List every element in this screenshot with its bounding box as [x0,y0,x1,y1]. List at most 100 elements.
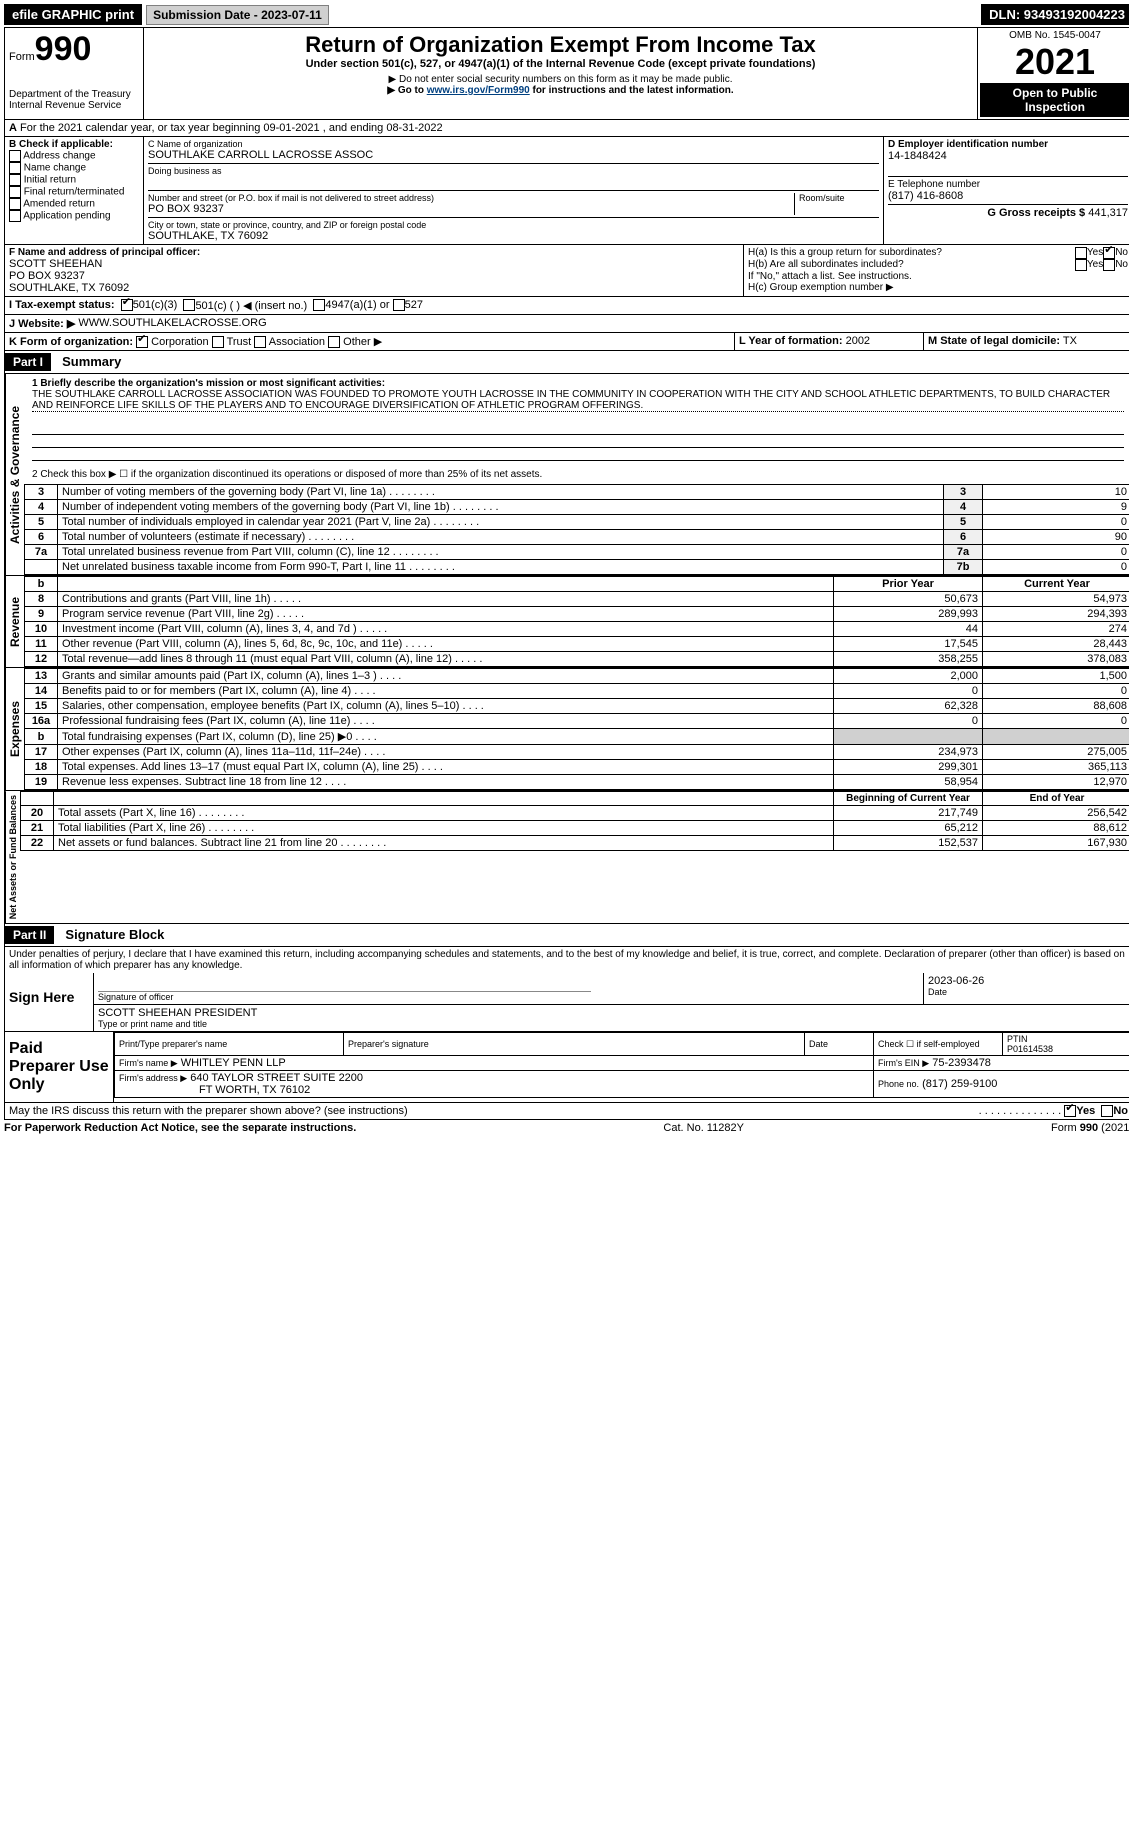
table-row: 13Grants and similar amounts paid (Part … [25,669,1129,684]
header-right: OMB No. 1545-0047 2021 Open to Public In… [977,28,1129,119]
goto-link[interactable]: ▶ Go to www.irs.gov/Form990 for instruct… [148,85,973,96]
cat-no: Cat. No. 11282Y [663,1122,744,1134]
table-row: bTotal fundraising expenses (Part IX, co… [25,729,1129,745]
tax-year: 2021 [980,41,1129,83]
net-table: Beginning of Current YearEnd of Year 20T… [20,791,1129,851]
table-row: 14Benefits paid to or for members (Part … [25,684,1129,699]
table-row: 6Total number of volunteers (estimate if… [25,530,1129,545]
paid-preparer-block: Paid Preparer Use Only Print/Type prepar… [4,1032,1129,1103]
part-i-title: Summary [54,354,121,369]
firm-ein-label: Firm's EIN ▶ [878,1058,929,1068]
table-row: 15Salaries, other compensation, employee… [25,699,1129,714]
officer-name: SCOTT SHEEHAN [9,258,739,270]
chk-527[interactable] [393,299,405,311]
entity-block: B Check if applicable: Address change Na… [4,137,1129,245]
omb-number: OMB No. 1545-0047 [980,30,1129,41]
firm-city: FT WORTH, TX 76102 [119,1084,310,1096]
box-l: L Year of formation: 2002 [735,333,924,350]
city-label: City or town, state or province, country… [148,220,879,230]
mission-text: THE SOUTHLAKE CARROLL LACROSSE ASSOCIATI… [32,389,1124,412]
phone-label: Phone no. [878,1079,919,1089]
officer-addr: PO BOX 93237 [9,270,739,282]
table-row: 16aProfessional fundraising fees (Part I… [25,714,1129,729]
part-i-header: Part I Summary [4,351,1129,374]
top-bar: efile GRAPHIC print Submission Date - 20… [4,4,1129,25]
submission-date-button[interactable]: Submission Date - 2023-07-11 [146,5,329,25]
website-value: WWW.SOUTHLAKELACROSSE.ORG [78,317,266,330]
table-row: Net unrelated business taxable income fr… [25,560,1129,575]
g-label: G Gross receipts $ [987,207,1085,219]
part-i-body: Activities & Governance 1 Briefly descri… [4,374,1129,576]
table-row: 18Total expenses. Add lines 13–17 (must … [25,760,1129,775]
part-ii-title: Signature Block [57,927,164,942]
sign-here-label: Sign Here [5,973,94,1031]
box-deg: D Employer identification number 14-1848… [883,137,1129,244]
fh-row: F Name and address of principal officer:… [4,245,1129,297]
chk-name: Name change [9,162,139,174]
irs-label: Internal Revenue Service [9,100,139,111]
table-row: 22Net assets or fund balances. Subtract … [21,836,1129,851]
line1-label: 1 Briefly describe the organization's mi… [32,378,1124,389]
sign-here-block: Sign Here Signature of officer 2023-06-2… [4,973,1129,1032]
discuss-row: May the IRS discuss this return with the… [4,1103,1129,1120]
period-text: For the 2021 calendar year, or tax year … [20,122,443,134]
box-h: H(a) Is this a group return for subordin… [744,245,1129,296]
dept-label: Department of the Treasury [9,89,139,100]
vlabel-expenses: Expenses [5,668,24,790]
dln-label: DLN: 93493192004223 [981,4,1129,25]
paperwork-notice: For Paperwork Reduction Act Notice, see … [4,1122,356,1134]
form-title: Return of Organization Exempt From Incom… [148,32,973,58]
revenue-section: Revenue bPrior YearCurrent Year 8Contrib… [4,576,1129,668]
k-label: K Form of organization: [9,336,133,348]
table-row: 3Number of voting members of the governi… [25,485,1129,500]
check-self: Check ☐ if self-employed [874,1033,1003,1056]
chk-501c[interactable] [183,299,195,311]
header-center: Return of Organization Exempt From Incom… [144,28,977,119]
org-city: SOUTHLAKE, TX 76092 [148,230,879,242]
chk-501c3[interactable] [121,299,133,311]
governance-table: 3Number of voting members of the governi… [24,484,1129,575]
vlabel-revenue: Revenue [5,576,24,667]
firm-name-label: Firm's name ▶ [119,1058,178,1068]
table-row: 21Total liabilities (Part X, line 26) . … [21,821,1129,836]
box-f: F Name and address of principal officer:… [5,245,744,296]
expenses-table: 13Grants and similar amounts paid (Part … [24,668,1129,790]
chk-amended: Amended return [9,198,139,210]
table-row: 20Total assets (Part X, line 16) . . . .… [21,806,1129,821]
ha-label: H(a) Is this a group return for subordin… [748,247,1075,259]
efile-label: efile GRAPHIC print [4,4,142,25]
table-row: 7aTotal unrelated business revenue from … [25,545,1129,560]
firm-phone: (817) 259-9100 [922,1078,997,1090]
part-ii-header: Part II Signature Block [4,924,1129,947]
discuss-text: May the IRS discuss this return with the… [9,1105,979,1117]
box-b: B Check if applicable: Address change Na… [5,137,144,244]
box-i: I Tax-exempt status: 501(c)(3) 501(c) ( … [4,297,1129,315]
discuss-no-chk[interactable] [1101,1105,1113,1117]
type-name-label: Type or print name and title [98,1019,1128,1029]
part-i-label: Part I [5,353,51,371]
revenue-table: bPrior YearCurrent Year 8Contributions a… [24,576,1129,667]
gross-receipts: 441,317 [1088,207,1128,219]
e-label: E Telephone number [888,179,1128,190]
table-row: 17Other expenses (Part IX, column (A), l… [25,745,1129,760]
ptin-value: P01614538 [1007,1044,1053,1054]
firm-name: WHITLEY PENN LLP [181,1057,286,1069]
hc-label: H(c) Group exemption number ▶ [748,282,1128,293]
sig-date-label: Date [928,987,1128,997]
box-b-label: B Check if applicable: [9,139,139,150]
sig-date-value: 2023-06-26 [928,975,1128,987]
table-row: 5Total number of individuals employed in… [25,515,1129,530]
col-current: Current Year [983,577,1129,592]
penalty-text: Under penalties of perjury, I declare th… [4,947,1129,973]
chk-4947[interactable] [313,299,325,311]
phone-value: (817) 416-8608 [888,190,1128,202]
line2-text: 2 Check this box ▶ ☐ if the organization… [32,469,1124,480]
discuss-yes-chk[interactable] [1064,1105,1076,1117]
form-number: 990 [35,30,92,68]
dba-label: Doing business as [148,166,879,176]
hb-note: If "No," attach a list. See instructions… [748,271,1128,282]
sig-officer-label: Signature of officer [98,992,919,1002]
room-label: Room/suite [799,193,879,203]
expenses-section: Expenses 13Grants and similar amounts pa… [4,668,1129,791]
vlabel-governance: Activities & Governance [5,374,24,575]
